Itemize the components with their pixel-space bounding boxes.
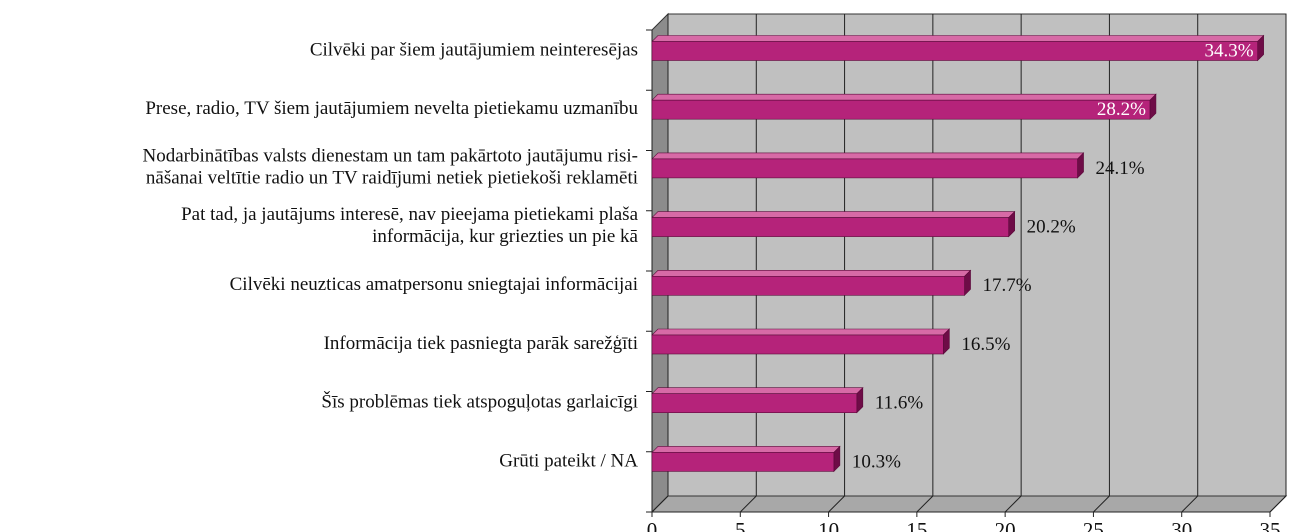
- x-tick-label: 5: [735, 518, 746, 532]
- grid-line: [1269, 495, 1287, 513]
- bar: [651, 217, 1009, 237]
- category-label: Cilvēki neuzticas amatpersonu sniegtajai…: [230, 274, 638, 295]
- bar-top: [651, 446, 841, 453]
- x-tick-label: 35: [1260, 518, 1281, 532]
- bar-top: [651, 328, 951, 336]
- value-label: 16.5%: [961, 334, 1010, 355]
- category-label: Cilvēki par šiem jautājumiem neinteresēj…: [310, 39, 638, 60]
- grid-line: [739, 495, 757, 513]
- bar-top: [651, 35, 1265, 42]
- x-tick-label: 25: [1083, 518, 1104, 532]
- category-label: Grūti pateikt / NA: [499, 450, 638, 471]
- value-label: 20.2%: [1027, 216, 1076, 237]
- value-label: 34.3%: [1205, 40, 1254, 61]
- bar: [651, 41, 1258, 61]
- x-tick-label: 0: [647, 518, 658, 532]
- grid-line: [1093, 495, 1110, 513]
- value-label: 28.2%: [1097, 99, 1146, 120]
- bar-top: [651, 211, 1016, 218]
- x-tick-label: 30: [1171, 518, 1192, 532]
- category-label: Prese, radio, TV šiem jautājumiem nevelt…: [145, 98, 638, 119]
- value-label: 10.3%: [852, 451, 901, 472]
- value-label: 11.6%: [875, 393, 924, 414]
- bar: [651, 334, 944, 355]
- x-tick-label: 20: [995, 518, 1016, 532]
- category-label: Nodarbinātības valsts dienestam un tam p…: [143, 146, 638, 189]
- grid-line: [1004, 495, 1022, 513]
- bar-top: [651, 387, 864, 395]
- value-label: 17.7%: [983, 275, 1032, 296]
- category-label: Pat tad, ja jautājums interesē, nav piee…: [181, 204, 638, 247]
- value-label: 24.1%: [1096, 158, 1145, 179]
- grid-line: [1181, 495, 1199, 513]
- bar: [651, 99, 1151, 120]
- bar: [651, 452, 835, 472]
- bar-top: [651, 152, 1085, 160]
- grid-line: [651, 495, 669, 513]
- grid-line: [916, 495, 934, 513]
- x-tick-label: 15: [906, 518, 927, 532]
- category-label: Šīs problēmas tiek atspoguļotas garlaicī…: [321, 391, 638, 413]
- bar-top: [651, 93, 1157, 101]
- category-label: Informācija tiek pasniegta parāk sarežģī…: [324, 333, 638, 354]
- bar-top: [651, 269, 972, 277]
- back-wall: [667, 13, 1287, 497]
- bar: [651, 393, 858, 414]
- bar: [651, 275, 965, 296]
- side-wall: [651, 12, 669, 514]
- grid-line: [828, 495, 845, 513]
- bar: [651, 158, 1078, 179]
- x-tick-label: 10: [818, 518, 839, 532]
- floor: [650, 495, 1288, 513]
